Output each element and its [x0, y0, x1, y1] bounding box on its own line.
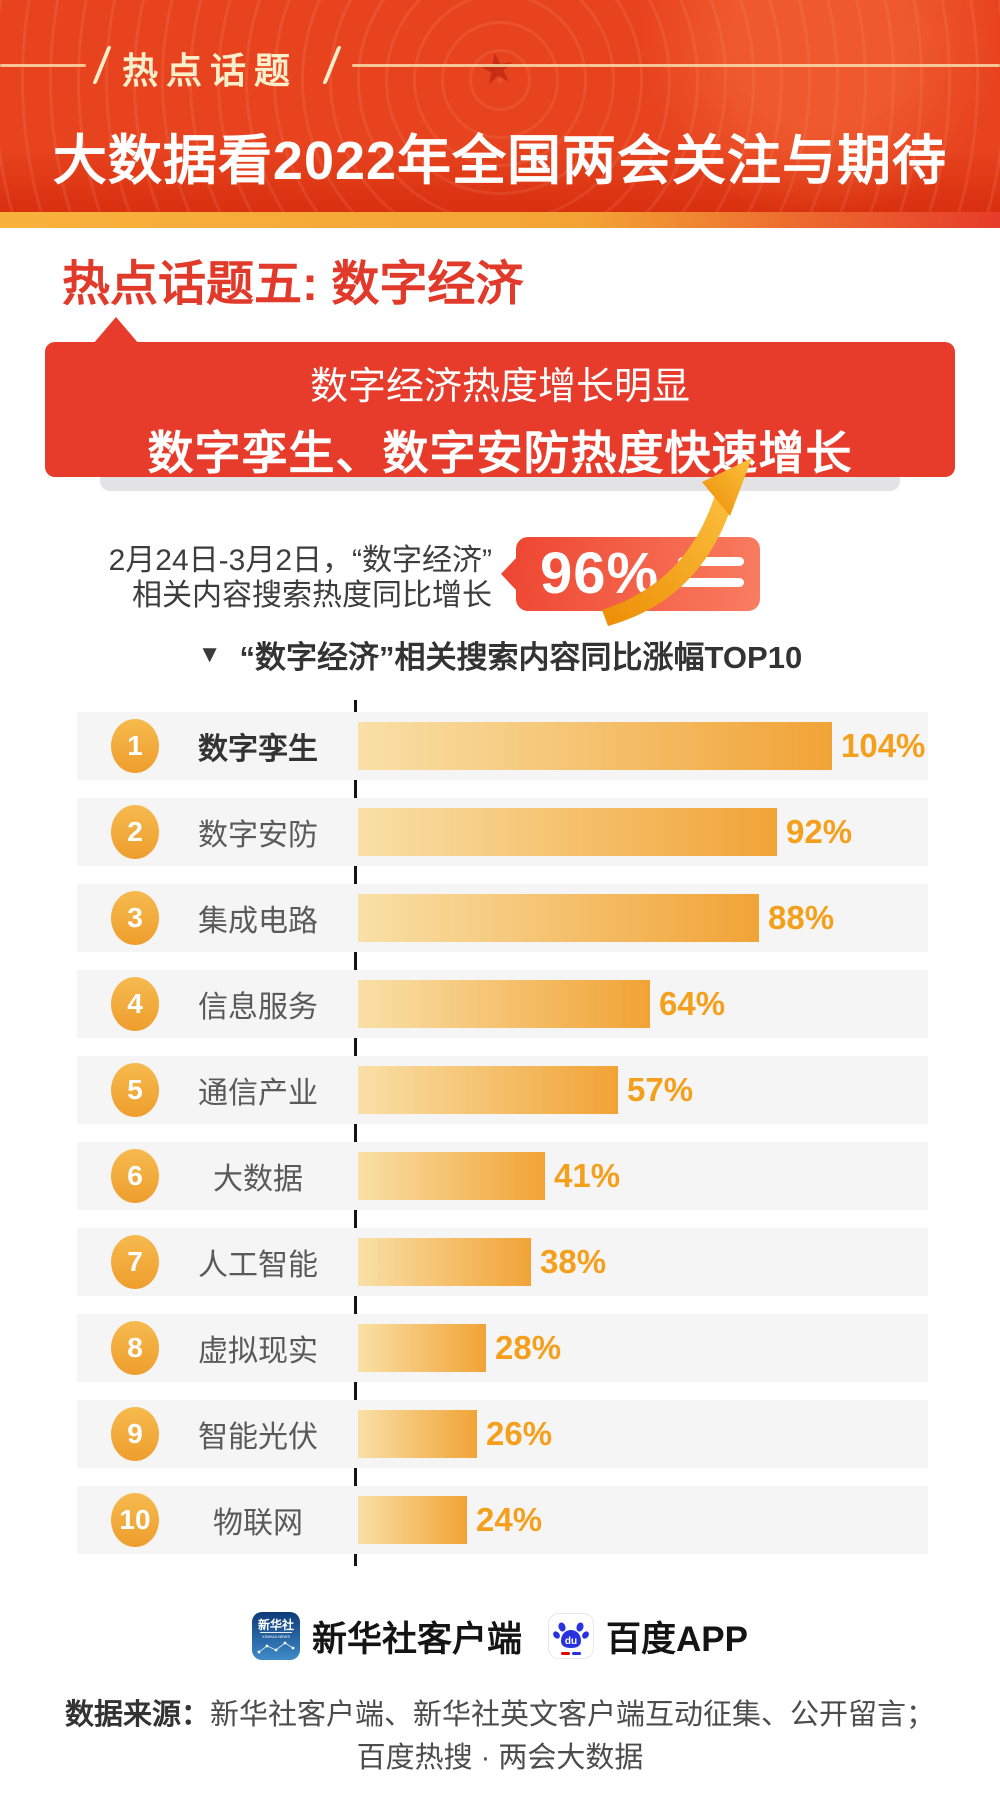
rank-category-label: 通信产业	[198, 1077, 318, 1110]
stat-desc-line1: 2月24日-3月2日，“数字经济”	[108, 544, 492, 577]
rank-row-1: 1 数字孪生 104%	[77, 712, 928, 780]
xinhua-logo-group: 新华社 XINHUA NEWS 新华社客户端	[252, 1611, 522, 1662]
banner-line1: 数字经济热度增长明显	[309, 366, 690, 408]
stat-value: 96%	[540, 541, 660, 606]
banner-shadow	[100, 477, 900, 491]
rank-value-label: 38%	[540, 1243, 607, 1280]
xinhua-label: 新华社客户端	[312, 1619, 523, 1659]
svg-text:新华社: 新华社	[258, 1617, 294, 1632]
rank-category-label: 智能光伏	[198, 1421, 318, 1454]
chart-title-row: ▼ “数字经济”相关搜索内容同比涨幅TOP10	[0, 632, 1000, 677]
data-source: 数据来源：新华社客户端、新华社英文客户端互动征集、公开留言； 百度热搜 · 两会…	[0, 1694, 1000, 1780]
rank-number-badge: 9	[111, 1407, 159, 1461]
banner-line2: 数字孪生、数字安防热度快速增长	[147, 427, 853, 479]
callout-banner: 数字经济热度增长明显 数字孪生、数字安防热度快速增长	[45, 317, 955, 479]
svg-text:XINHUA NEWS: XINHUA NEWS	[262, 1634, 290, 1639]
rank-number-badge: 1	[111, 719, 159, 773]
rank-category-label: 虚拟现实	[198, 1335, 318, 1368]
rank-value-label: 26%	[486, 1415, 553, 1452]
rank-bar	[358, 894, 759, 942]
rank-bar	[358, 1238, 531, 1286]
slash-icon-left	[92, 46, 112, 84]
stat-badge: 96%	[516, 537, 760, 611]
equals-bar-bottom	[678, 578, 744, 587]
rank-row-5: 5 通信产业 57%	[77, 1056, 928, 1124]
footer-logos: 新华社 XINHUA NEWS 新华社客户端 du	[0, 1608, 1000, 1664]
rank-row-3: 3 集成电路 88%	[77, 884, 928, 952]
chart-title: “数字经济”相关搜索内容同比涨幅TOP10	[239, 640, 803, 675]
baidu-label: 百度APP	[606, 1619, 748, 1659]
rank-category-label: 数字安防	[198, 819, 318, 852]
rank-category-label: 人工智能	[198, 1249, 318, 1282]
rank-number-badge: 6	[111, 1149, 159, 1203]
rank-category-label: 信息服务	[198, 991, 318, 1024]
rank-value-label: 41%	[554, 1157, 621, 1194]
rank-bar	[358, 1324, 486, 1372]
rank-number-badge: 4	[111, 977, 159, 1031]
equals-bar-top	[678, 557, 744, 566]
badge-line-left	[0, 64, 86, 67]
rank-row-7: 7 人工智能 38%	[77, 1228, 928, 1296]
rank-category-label: 大数据	[213, 1163, 303, 1196]
rank-category-label: 集成电路	[198, 905, 318, 938]
rank-category-label: 物联网	[213, 1507, 303, 1540]
rank-bar	[358, 980, 650, 1028]
rank-number-badge: 8	[111, 1321, 159, 1375]
rank-number-badge: 3	[111, 891, 159, 945]
rank-value-label: 57%	[627, 1071, 694, 1108]
rank-number-badge: 2	[111, 805, 159, 859]
hot-topic-badge: 热点话题	[0, 40, 1000, 91]
rank-number-badge: 10	[111, 1493, 159, 1547]
rank-row-2: 2 数字安防 92%	[77, 798, 928, 866]
rank-row-8: 8 虚拟现实 28%	[77, 1314, 928, 1382]
rank-value-label: 24%	[476, 1501, 543, 1538]
rank-value-label: 28%	[495, 1329, 562, 1366]
badge-line-right	[352, 64, 1000, 67]
gradient-divider	[0, 212, 1000, 228]
rank-row-9: 9 智能光伏 26%	[77, 1400, 928, 1468]
data-source-text1: 新华社客户端、新华社英文客户端互动征集、公开留言；	[210, 1699, 936, 1731]
rank-row-4: 4 信息服务 64%	[77, 970, 928, 1038]
chart-baseline	[354, 700, 357, 1566]
rank-row-10: 10 物联网 24%	[77, 1486, 928, 1554]
baidu-app-icon: du	[548, 1613, 595, 1659]
rank-number-badge: 7	[111, 1235, 159, 1289]
data-source-line2: 百度热搜 · 两会大数据	[356, 1742, 644, 1774]
rank-value-label: 92%	[786, 813, 853, 850]
section-heading: 热点话题五: 数字经济	[62, 258, 524, 311]
rank-category-label: 数字孪生	[198, 733, 318, 766]
rank-bar	[358, 722, 832, 770]
page-title: 大数据看2022年全国两会关注与期待	[52, 131, 948, 191]
rank-number-badge: 5	[111, 1063, 159, 1117]
xinhua-app-icon: 新华社 XINHUA NEWS	[252, 1612, 300, 1660]
rank-bar	[358, 1410, 477, 1458]
rank-bar	[358, 1066, 618, 1114]
data-source-line1: 数据来源：新华社客户端、新华社英文客户端互动征集、公开留言；	[0, 1694, 1000, 1737]
stat-description: 2月24日-3月2日，“数字经济” 相关内容搜索热度同比增长	[40, 543, 492, 613]
rank-value-label: 104%	[841, 727, 926, 764]
baidu-logo-group: du 百度APP	[548, 1611, 748, 1662]
header-banner: ★ 热点话题 大数据看2022年全国两会关注与期待	[0, 0, 1000, 212]
rank-row-6: 6 大数据 41%	[77, 1142, 928, 1210]
rank-value-label: 64%	[659, 985, 726, 1022]
rank-bar	[358, 808, 777, 856]
svg-text:du: du	[565, 1636, 577, 1647]
data-source-label: 数据来源：	[64, 1699, 210, 1731]
slash-icon-right	[322, 46, 342, 84]
stat-desc-line2: 相关内容搜索热度同比增长	[132, 579, 492, 612]
badge-label: 热点话题	[122, 50, 299, 91]
rank-bar	[358, 1496, 467, 1544]
rank-bar	[358, 1152, 545, 1200]
triangle-down-icon: ▼	[197, 640, 222, 668]
rank-value-label: 88%	[768, 899, 835, 936]
